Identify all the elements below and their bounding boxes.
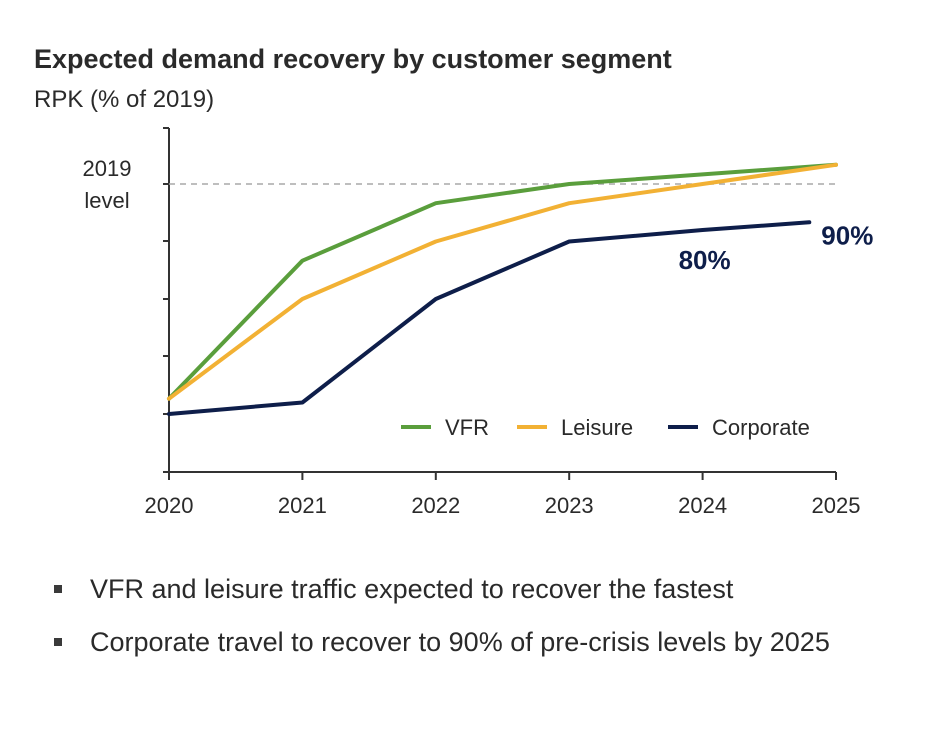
bullet-list: VFR and leisure traffic expected to reco… (50, 572, 910, 678)
chart-title: Expected demand recovery by customer seg… (34, 44, 672, 74)
reference-label-level: level (84, 188, 129, 213)
series-line-corporate (167, 220, 812, 416)
bullet-item: VFR and leisure traffic expected to reco… (50, 572, 910, 606)
line-chart: 2020 2021 2022 2023 2024 2025 2019 level 80% 90% V… (83, 127, 873, 518)
x-tick-label: 2023 (545, 493, 594, 518)
x-tick-label: 2024 (678, 493, 727, 518)
bullet-square-icon (54, 585, 62, 593)
bullet-square-icon (54, 638, 62, 646)
reference-label-year: 2019 (83, 156, 132, 181)
bullet-text: Corporate travel to recover to 90% of pr… (90, 627, 830, 657)
x-tick-label: 2020 (145, 493, 194, 518)
legend-label-corporate: Corporate (712, 415, 810, 440)
series-line-leisure (167, 162, 838, 401)
legend-label-leisure: Leisure (561, 415, 633, 440)
bullet-item: Corporate travel to recover to 90% of pr… (50, 625, 910, 659)
x-tick-label: 2021 (278, 493, 327, 518)
x-tick-label: 2022 (411, 493, 460, 518)
bullet-text: VFR and leisure traffic expected to reco… (90, 574, 734, 604)
chart-subtitle: RPK (% of 2019) (34, 86, 215, 113)
annotation-label: 80% (679, 245, 731, 275)
x-tick-label: 2025 (812, 493, 861, 518)
legend-label-vfr: VFR (445, 415, 489, 440)
series-line-vfr (167, 162, 838, 401)
annotation-label: 90% (821, 220, 873, 250)
